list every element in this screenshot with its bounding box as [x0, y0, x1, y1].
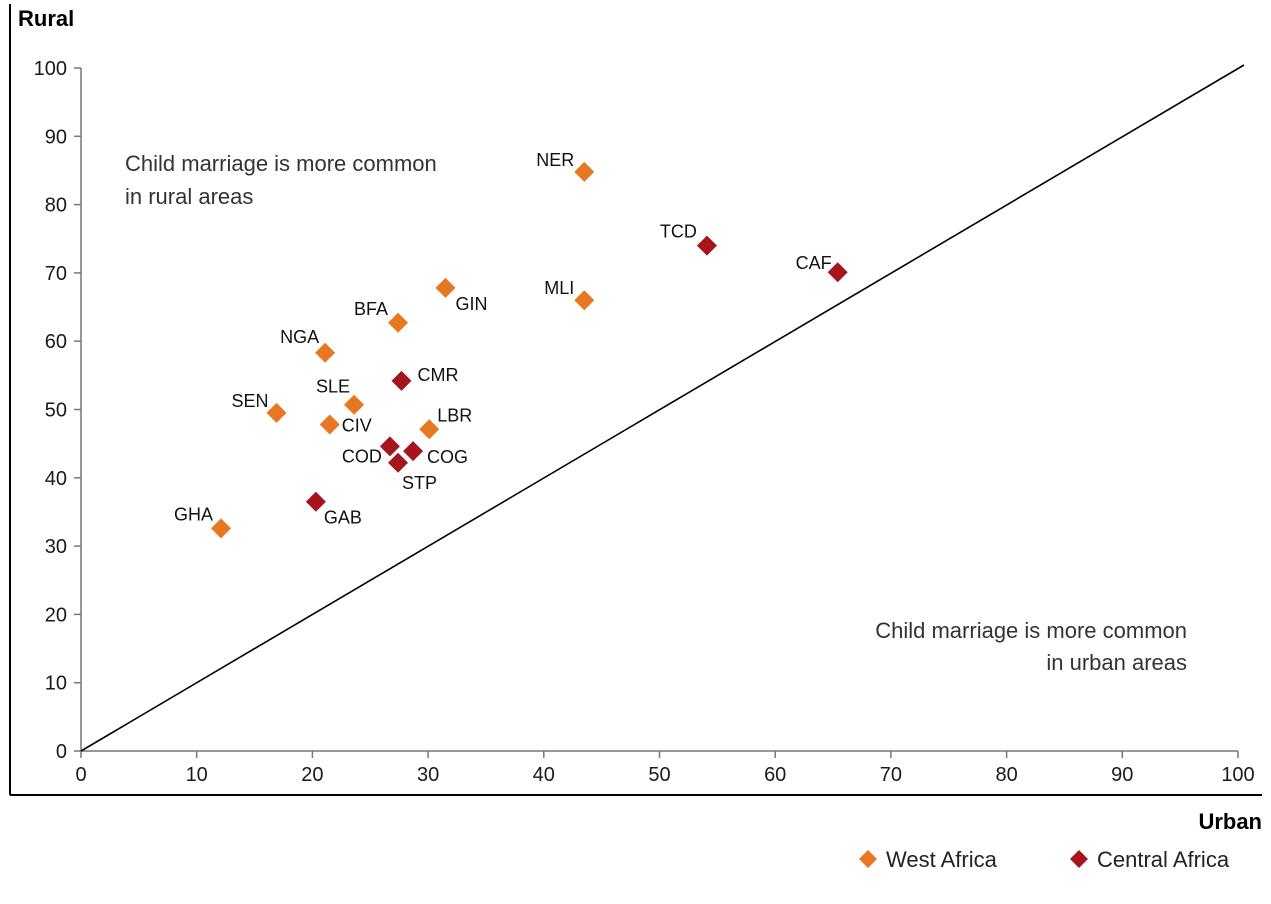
y-tick-label: 0 — [56, 741, 67, 763]
urban-annotation-line-1: Child marriage is more common — [875, 618, 1187, 643]
x-tick-label: 30 — [417, 764, 439, 786]
x-tick-label: 50 — [648, 764, 670, 786]
x-tick-label: 60 — [764, 764, 786, 786]
data-point-gin — [435, 277, 456, 298]
diagonal-reference-line — [80, 64, 1245, 752]
data-point-lbr — [419, 419, 440, 440]
y-tick-label: 60 — [45, 331, 67, 353]
point-label-nga: NGA — [280, 327, 319, 347]
x-tick-label: 20 — [301, 764, 323, 786]
y-tick-label: 80 — [45, 195, 67, 217]
rural-annotation-line-1: Child marriage is more common — [125, 151, 437, 176]
point-label-stp: STP — [402, 473, 437, 493]
x-tick-label: 0 — [75, 764, 86, 786]
y-axis-title: Rural — [18, 6, 74, 31]
y-tick-label: 30 — [45, 536, 67, 558]
point-label-caf: CAF — [796, 253, 832, 273]
point-label-cog: COG — [427, 447, 468, 467]
point-label-tcd: TCD — [660, 222, 697, 242]
points-layer: NER GIN MLI BFA NGA SLE SEN CIV LBR GHA TCD CAF CMR C… — [174, 150, 848, 539]
data-point-civ — [319, 414, 340, 435]
data-point-cog — [403, 441, 424, 462]
data-point-sle — [344, 394, 365, 415]
data-point-ner — [574, 161, 595, 182]
y-tick-label: 90 — [45, 126, 67, 148]
point-label-gin: GIN — [455, 294, 487, 314]
rural-annotation-line-2: in rural areas — [125, 184, 253, 209]
point-label-cod: COD — [342, 446, 382, 466]
data-point-bfa — [388, 312, 409, 333]
legend-marker-0 — [859, 850, 877, 868]
x-tick-label: 40 — [533, 764, 555, 786]
y-tick-label: 40 — [45, 468, 67, 490]
y-tick-label: 100 — [34, 58, 67, 80]
point-label-ner: NER — [536, 150, 574, 170]
point-label-cmr: CMR — [417, 365, 458, 385]
x-tick-label: 80 — [995, 764, 1017, 786]
data-point-nga — [315, 342, 336, 363]
y-tick-label: 50 — [45, 400, 67, 422]
x-tick-label: 100 — [1221, 764, 1254, 786]
point-label-gha: GHA — [174, 504, 213, 524]
data-point-stp — [388, 452, 409, 473]
point-label-civ: CIV — [342, 416, 372, 436]
data-point-cod — [379, 436, 400, 457]
point-label-sen: SEN — [232, 391, 269, 411]
y-tick-label: 20 — [45, 604, 67, 626]
x-tick-label: 90 — [1111, 764, 1133, 786]
x-tick-label: 10 — [186, 764, 208, 786]
data-point-cmr — [391, 370, 412, 391]
legend-label-0: West Africa — [886, 847, 998, 872]
data-point-caf — [827, 262, 848, 283]
point-label-mli: MLI — [544, 278, 574, 298]
point-label-gab: GAB — [324, 508, 362, 528]
urban-annotation-line-2: in urban areas — [1046, 650, 1187, 675]
legend-label-1: Central Africa — [1097, 847, 1230, 872]
data-point-mli — [574, 290, 595, 311]
point-label-lbr: LBR — [437, 405, 472, 425]
y-tick-label: 10 — [45, 673, 67, 695]
point-label-sle: SLE — [316, 377, 350, 397]
axes-layer: 0 10 20 30 40 50 60 70 80 90 100 0 10 20 30 40 50 60 70 80 9… — [9, 4, 1262, 796]
data-point-sen — [266, 402, 287, 423]
x-axis-title: Urban — [1198, 809, 1262, 834]
legend: West Africa Central Africa — [859, 847, 1230, 872]
data-point-gab — [305, 491, 326, 512]
x-tick-label: 70 — [880, 764, 902, 786]
data-point-gha — [210, 518, 231, 539]
y-tick-label: 70 — [45, 263, 67, 285]
annotation-layer: Child marriage is more common in rural a… — [125, 151, 1187, 675]
point-label-bfa: BFA — [354, 299, 388, 319]
legend-marker-1 — [1070, 850, 1088, 868]
data-point-tcd — [696, 235, 717, 256]
